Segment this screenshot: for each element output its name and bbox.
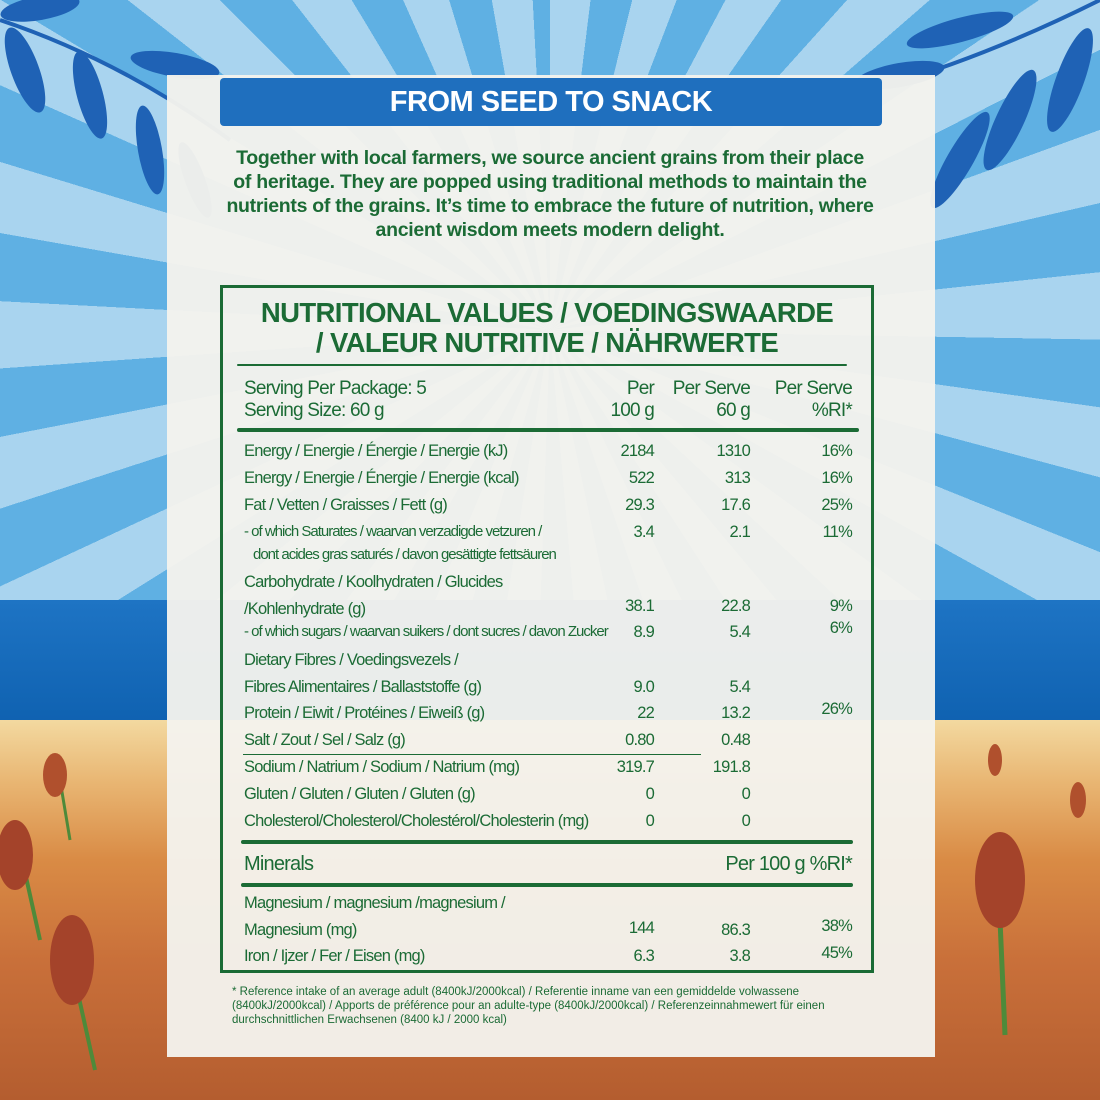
col-per-serve-header: Per Serve 60 g	[672, 378, 751, 422]
sorghum-plants-icon	[0, 744, 1086, 1071]
ri-value: 9%	[829, 597, 853, 615]
row-label: Magnesium / magnesium /magnesium /	[244, 894, 506, 912]
col3-line2: %RI*	[811, 400, 853, 421]
ri-value: 6%	[829, 619, 853, 637]
salt-divider	[243, 754, 701, 755]
serving-size: Serving Size: 60 g	[244, 400, 385, 421]
col2-line1: Per Serve	[672, 378, 751, 399]
ri-value: 25%	[821, 496, 852, 514]
row-label: Carbohydrate / Koolhydraten / Glucides	[244, 573, 503, 591]
per-serve-value: 22.8	[721, 597, 751, 615]
content-panel	[167, 75, 935, 1057]
table-row: Energy / Energie / Énergie / Energie (kJ…	[223, 442, 871, 466]
col-ri-header: Per Serve %RI*	[774, 378, 853, 422]
per100-value: 9.0	[633, 678, 654, 696]
table-row: Protein / Eiwit / Protéines / Eiweiß (g)…	[223, 700, 871, 728]
nutrition-table: NUTRITIONAL VALUES / VOEDINGSWAARDE / VA…	[220, 285, 874, 973]
row-label: Dietary Fibres / Voedingsvezels /	[244, 651, 459, 669]
per-serve-value: 86.3	[721, 921, 751, 939]
minerals-divider-top	[241, 840, 853, 844]
serving-info: Serving Per Package: 5 Serving Size: 60 …	[244, 378, 427, 422]
table-row: Cholesterol/Cholesterol/Cholestérol/Chol…	[223, 812, 871, 836]
row-label: - of which sugars / waarvan suikers / do…	[244, 623, 609, 640]
ri-value: 38%	[821, 917, 852, 935]
per-serve-value: 191.8	[712, 758, 751, 776]
per-serve-value: 1310	[716, 442, 750, 460]
col1-line1: Per	[626, 378, 655, 399]
table-row: Salt / Zout / Sel / Salz (g) 0.80 0.48	[223, 731, 871, 755]
ri-value: 45%	[821, 944, 852, 962]
per-serve-value: 3.8	[729, 947, 750, 965]
per100-value: 319.7	[616, 758, 655, 776]
table-row: Fat / Vetten / Graisses / Fett (g) 29.3 17…	[223, 496, 871, 520]
table-row: Gluten / Gluten / Gluten / Gluten (g) 0 0	[223, 785, 871, 809]
row-label: Iron / Ijzer / Fer / Eisen (mg)	[244, 947, 425, 965]
serving-per-package: Serving Per Package: 5	[244, 378, 427, 399]
per100-value: 0	[645, 812, 655, 830]
per-serve-value: 5.4	[729, 623, 750, 641]
header-divider	[237, 428, 859, 432]
per100-value: 6.3	[633, 947, 654, 965]
per100-value: 3.4	[633, 523, 654, 541]
title-divider	[237, 364, 847, 366]
row-label-line2: Magnesium (mg)	[244, 921, 357, 939]
row-label: Cholesterol/Cholesterol/Cholestérol/Chol…	[244, 812, 589, 830]
per-serve-value: 5.4	[729, 678, 750, 696]
per-serve-value: 2.1	[729, 523, 750, 541]
row-label: Energy / Energie / Énergie / Energie (kJ…	[244, 442, 508, 460]
table-row: - of which sugars / waarvan suikers / do…	[223, 619, 871, 647]
per-serve-value: 0.48	[721, 731, 751, 749]
per-serve-value: 0	[741, 812, 751, 830]
table-row: Energy / Energie / Énergie / Energie (kc…	[223, 469, 871, 493]
row-label: Fat / Vetten / Graisses / Fett (g)	[244, 496, 448, 514]
per100-value: 22	[637, 704, 655, 722]
row-label-line2: dont acides gras saturés / davon gesätti…	[253, 546, 557, 563]
row-label-line2: /Kohlenhydrate (g)	[244, 600, 366, 618]
per100-value: 522	[628, 469, 655, 487]
per100-value: 0.80	[625, 731, 655, 749]
table-row: Sodium / Natrium / Sodium / Natrium (mg)…	[223, 758, 871, 782]
banner-title: FROM SEED TO SNACK	[220, 78, 882, 126]
table-row: - of which Saturates / waarvan verzadigd…	[223, 523, 871, 571]
row-label: Protein / Eiwit / Protéines / Eiweiß (g)	[244, 704, 485, 722]
col1-line2: 100 g	[610, 400, 654, 421]
row-label: Salt / Zout / Sel / Salz (g)	[244, 731, 406, 749]
table-title-line2: / VALEUR NUTRITIVE / NÄHRWERTE	[315, 327, 779, 358]
table-row: Carbohydrate / Koolhydraten / Glucides/K…	[223, 573, 871, 623]
per100-value: 8.9	[633, 623, 654, 641]
row-label: Energy / Energie / Énergie / Energie (kc…	[244, 469, 519, 487]
row-label: Sodium / Natrium / Sodium / Natrium (mg)	[244, 758, 520, 776]
footnote: * Reference intake of an average adult (…	[232, 986, 825, 1026]
ri-value: 16%	[821, 442, 852, 460]
ri-value: 26%	[821, 700, 852, 718]
per-serve-value: 0	[741, 785, 751, 803]
ri-value: 16%	[821, 469, 852, 487]
table-row: Dietary Fibres / Voedingsvezels / Fibres …	[223, 651, 871, 701]
intro-text: Together with local farmers, we source a…	[226, 147, 874, 241]
per100-value: 2184	[620, 442, 654, 460]
per100-value: 38.1	[625, 597, 655, 615]
per100-value: 29.3	[625, 496, 655, 514]
per100-value: 144	[628, 919, 655, 937]
mineral-row: Iron / Ijzer / Fer / Eisen (mg) 6.3 3.8 45%	[223, 944, 871, 971]
per100-value: 0	[645, 785, 655, 803]
per-serve-value: 17.6	[721, 496, 751, 514]
col-per-100g-header: Per 100 g	[610, 378, 654, 422]
ri-value: 11%	[822, 523, 853, 541]
minerals-label: Minerals	[244, 853, 314, 875]
mineral-row: Magnesium / magnesium /magnesium / Magnes…	[223, 894, 871, 944]
col2-line2: 60 g	[716, 400, 751, 421]
row-label-line2: Fibres Alimentaires / Ballaststoffe (g)	[244, 678, 482, 696]
row-label: Gluten / Gluten / Gluten / Gluten (g)	[244, 785, 476, 803]
row-label: - of which Saturates / waarvan verzadigd…	[244, 523, 542, 540]
table-title-line1: NUTRITIONAL VALUES / VOEDINGSWAARDE	[260, 297, 834, 328]
minerals-header: Per 100 g %RI*	[725, 853, 852, 875]
minerals-divider-bottom	[241, 883, 853, 887]
per-serve-value: 313	[724, 469, 751, 487]
col3-line1: Per Serve	[774, 378, 853, 399]
per-serve-value: 13.2	[721, 704, 751, 722]
